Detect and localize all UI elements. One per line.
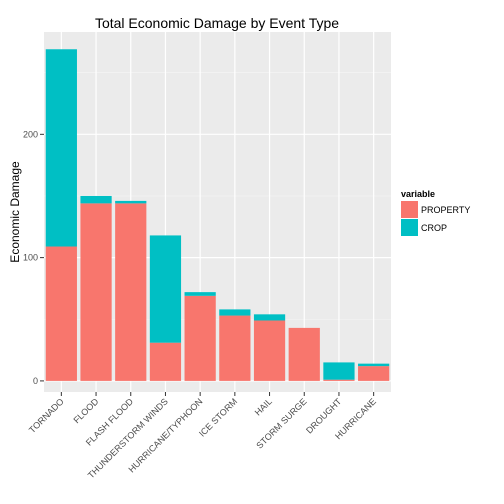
y-tick-label: 0 xyxy=(33,376,38,386)
y-tick-label: 200 xyxy=(23,129,38,139)
legend-label-crop: CROP xyxy=(421,223,447,233)
bar-crop xyxy=(253,314,286,321)
x-tick-label: HAIL xyxy=(253,396,274,417)
bar-property xyxy=(149,342,182,381)
bar-crop xyxy=(149,235,182,343)
bar-property xyxy=(253,320,286,381)
bar-property xyxy=(80,203,112,381)
bar-property xyxy=(358,366,390,381)
legend-title: variable xyxy=(401,189,435,199)
bar-property xyxy=(45,246,77,381)
bar-crop xyxy=(184,292,216,296)
legend-label-property: PROPERTY xyxy=(421,205,470,215)
bar-property xyxy=(184,295,216,381)
y-axis-label: Economic Damage xyxy=(8,161,22,263)
bar-crop xyxy=(219,309,251,316)
bar-crop xyxy=(115,200,147,204)
x-tick-label: TORNADO xyxy=(27,396,66,435)
legend-swatch-crop xyxy=(401,219,418,236)
bar-crop xyxy=(358,363,390,367)
bar-crop xyxy=(80,195,112,204)
bars xyxy=(45,49,390,381)
bar-crop xyxy=(45,49,77,247)
x-tick-label: HURRICANE/TYPHOON xyxy=(126,396,204,474)
y-tick-label: 100 xyxy=(23,253,38,263)
bar-property xyxy=(219,315,251,381)
bar-property xyxy=(115,203,147,381)
x-tick-label: FLOOD xyxy=(71,396,100,425)
legend-items: PROPERTY CROP xyxy=(401,201,470,236)
legend-swatch-property xyxy=(401,201,418,218)
legend: variable PROPERTY CROP xyxy=(401,189,470,236)
chart-title: Total Economic Damage by Event Type xyxy=(95,15,339,31)
bar-property xyxy=(288,327,320,381)
y-axis-ticks: 0 100 200 xyxy=(23,129,44,386)
bar-property xyxy=(323,379,355,381)
bar-crop xyxy=(323,362,355,380)
